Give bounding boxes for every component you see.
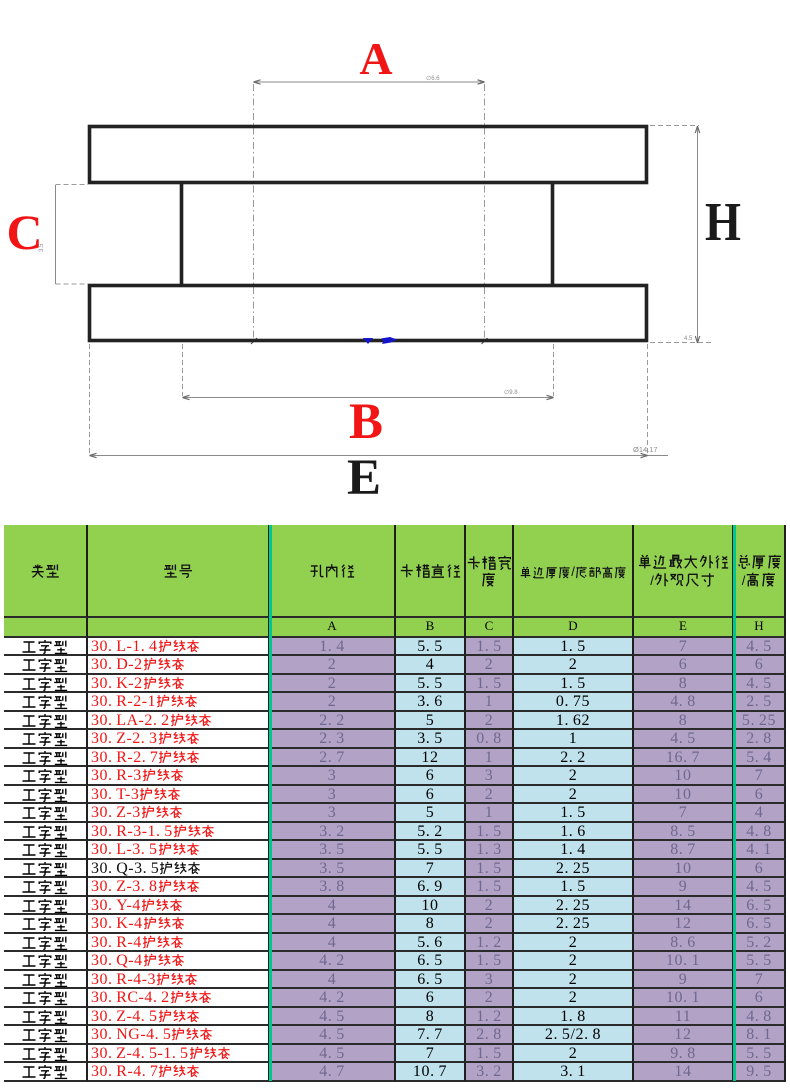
svg-text:4.5: 4.5 bbox=[684, 336, 693, 342]
svg-text:H: H bbox=[705, 191, 741, 252]
svg-text:∅6.6: ∅6.6 bbox=[426, 75, 440, 82]
svg-text:3.5: 3.5 bbox=[39, 243, 45, 252]
svg-text:Ø14.17: Ø14.17 bbox=[633, 445, 658, 454]
svg-text:B: B bbox=[349, 394, 383, 450]
svg-text:A: A bbox=[359, 33, 392, 84]
svg-text:∅9.8: ∅9.8 bbox=[504, 389, 518, 396]
svg-text:C: C bbox=[6, 204, 42, 260]
svg-text:E: E bbox=[347, 450, 381, 506]
